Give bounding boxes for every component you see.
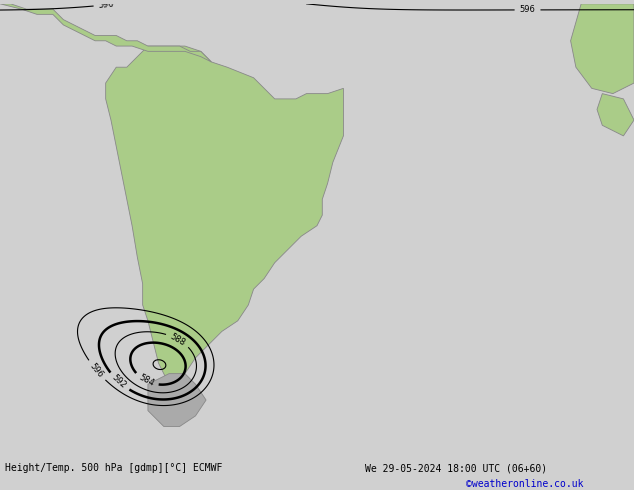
Text: 596: 596 xyxy=(88,362,105,380)
Text: 596: 596 xyxy=(520,5,536,14)
Text: ©weatheronline.co.uk: ©weatheronline.co.uk xyxy=(466,479,583,489)
Text: 588: 588 xyxy=(169,332,187,347)
Text: Height/Temp. 500 hPa [gdmp][°C] ECMWF: Height/Temp. 500 hPa [gdmp][°C] ECMWF xyxy=(5,463,223,473)
Polygon shape xyxy=(597,94,634,136)
Text: 592: 592 xyxy=(110,373,128,391)
Polygon shape xyxy=(571,4,634,94)
Polygon shape xyxy=(0,4,211,62)
Text: We 29-05-2024 18:00 UTC (06+60): We 29-05-2024 18:00 UTC (06+60) xyxy=(365,463,547,473)
Polygon shape xyxy=(148,374,206,426)
Text: 596: 596 xyxy=(98,0,115,10)
Text: 584: 584 xyxy=(137,373,155,389)
Polygon shape xyxy=(106,46,344,400)
